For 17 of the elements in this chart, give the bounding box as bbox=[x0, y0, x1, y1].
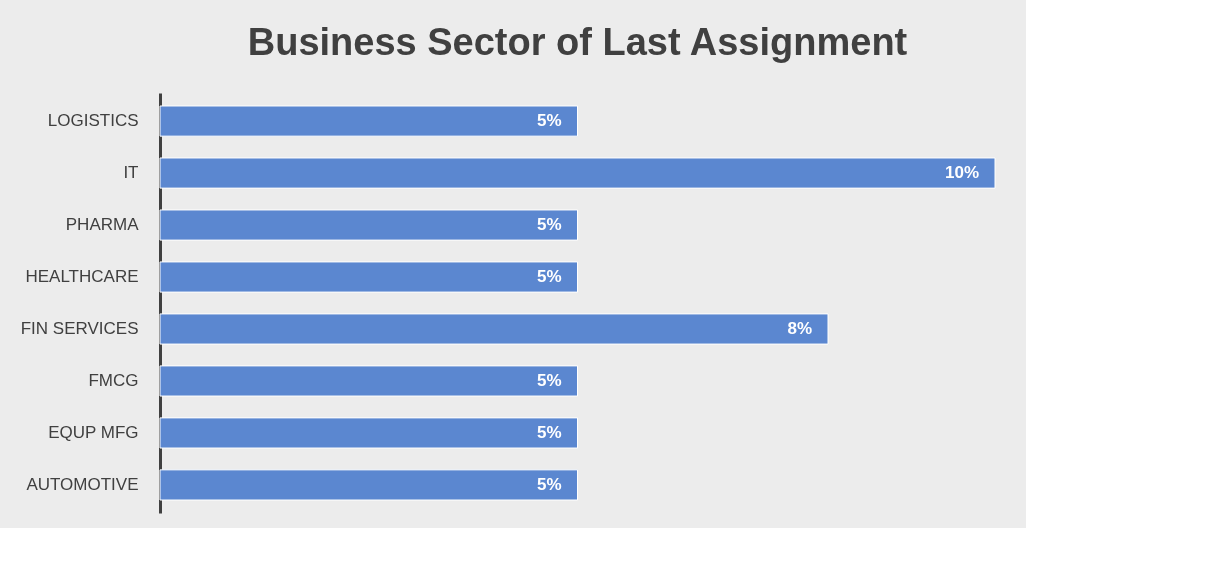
y-tick-label: LOGISTICS bbox=[47, 111, 139, 131]
data-label: 5% bbox=[536, 370, 562, 390]
y-tick-label: AUTOMOTIVE bbox=[26, 474, 139, 494]
data-label: 5% bbox=[536, 215, 562, 235]
y-tick-label: HEALTHCARE bbox=[25, 267, 139, 287]
y-tick-label: PHARMA bbox=[65, 215, 140, 235]
y-tick-label: EQUP MFG bbox=[48, 422, 139, 442]
data-label: 5% bbox=[536, 267, 562, 287]
data-label: 5% bbox=[536, 111, 562, 131]
data-label: 5% bbox=[536, 422, 562, 442]
y-tick-label: FIN SERVICES bbox=[20, 318, 139, 338]
data-label: 5% bbox=[536, 474, 562, 494]
data-label: 8% bbox=[787, 318, 812, 338]
y-tick-label: FMCG bbox=[88, 370, 139, 390]
data-label: 10% bbox=[944, 163, 979, 183]
y-tick-label: IT bbox=[123, 163, 139, 183]
chart-title: Business Sector of Last Assignment bbox=[247, 21, 908, 63]
